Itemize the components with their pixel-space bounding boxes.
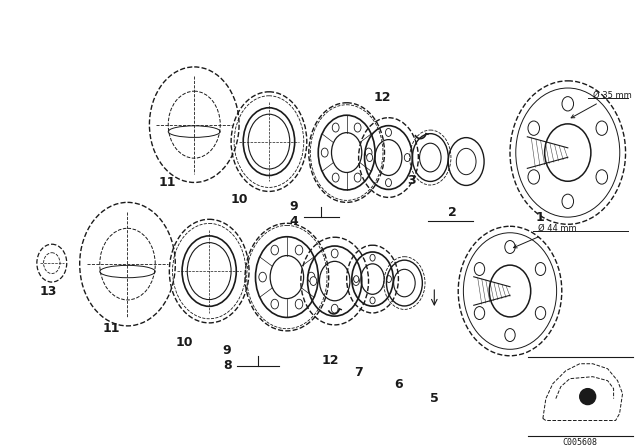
Ellipse shape xyxy=(370,254,375,261)
Text: 10: 10 xyxy=(175,336,193,349)
Ellipse shape xyxy=(354,276,359,282)
Ellipse shape xyxy=(535,263,546,276)
Ellipse shape xyxy=(271,299,278,309)
Ellipse shape xyxy=(354,173,361,182)
Text: 13: 13 xyxy=(39,284,56,297)
Text: 9: 9 xyxy=(223,345,232,358)
Ellipse shape xyxy=(332,249,338,258)
Ellipse shape xyxy=(596,121,607,135)
Ellipse shape xyxy=(505,328,515,341)
Ellipse shape xyxy=(404,154,410,162)
Ellipse shape xyxy=(385,179,392,187)
Ellipse shape xyxy=(528,170,540,184)
Text: Ø 35 mm: Ø 35 mm xyxy=(571,91,632,118)
Ellipse shape xyxy=(332,123,339,132)
Text: 12: 12 xyxy=(322,354,339,367)
Text: C005608: C005608 xyxy=(562,438,597,447)
Ellipse shape xyxy=(365,148,372,157)
Ellipse shape xyxy=(332,304,338,313)
Ellipse shape xyxy=(259,272,266,282)
Ellipse shape xyxy=(310,277,317,285)
Ellipse shape xyxy=(562,194,573,208)
Ellipse shape xyxy=(474,263,484,276)
Text: 12: 12 xyxy=(374,91,391,104)
Ellipse shape xyxy=(535,306,546,319)
Ellipse shape xyxy=(353,277,360,285)
Text: 2: 2 xyxy=(448,206,456,219)
Text: 5: 5 xyxy=(430,392,438,405)
Text: 9: 9 xyxy=(289,200,298,213)
Ellipse shape xyxy=(596,170,607,184)
Ellipse shape xyxy=(385,129,392,137)
Ellipse shape xyxy=(321,148,328,157)
Text: 11: 11 xyxy=(159,176,176,189)
Text: 4: 4 xyxy=(289,215,298,228)
Ellipse shape xyxy=(367,154,372,162)
Ellipse shape xyxy=(271,245,278,255)
Ellipse shape xyxy=(474,306,484,319)
Text: 3: 3 xyxy=(407,174,416,187)
Ellipse shape xyxy=(295,299,303,309)
Text: Ø 44 mm: Ø 44 mm xyxy=(513,224,577,248)
Text: 1: 1 xyxy=(536,211,544,224)
Ellipse shape xyxy=(528,121,540,135)
Ellipse shape xyxy=(354,123,361,132)
Circle shape xyxy=(580,389,596,405)
Ellipse shape xyxy=(562,97,573,111)
Ellipse shape xyxy=(387,276,392,282)
Ellipse shape xyxy=(332,173,339,182)
Text: 7: 7 xyxy=(354,366,363,379)
Ellipse shape xyxy=(370,297,375,304)
Ellipse shape xyxy=(307,272,315,282)
Ellipse shape xyxy=(295,245,303,255)
Text: 11: 11 xyxy=(103,323,120,336)
Text: 10: 10 xyxy=(230,193,248,206)
Text: 6: 6 xyxy=(394,378,403,391)
Ellipse shape xyxy=(505,241,515,254)
Text: 8: 8 xyxy=(223,359,232,372)
